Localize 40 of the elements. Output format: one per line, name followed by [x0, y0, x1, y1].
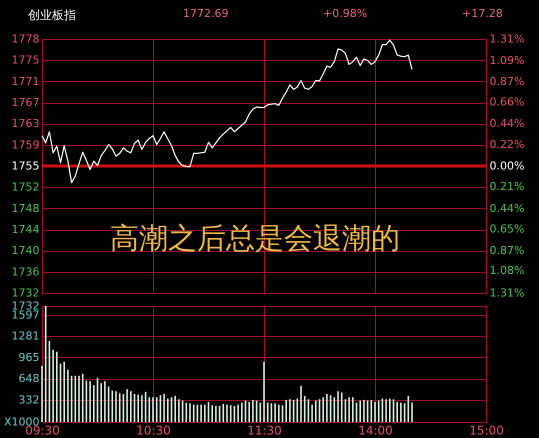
y2-tick-label: 1.31% — [490, 32, 524, 46]
y2-tick-label: 1.31% — [490, 286, 524, 300]
y-tick-label: 1763 — [12, 117, 40, 130]
y-tick-label: 1740 — [12, 244, 40, 258]
y-tick-label: 1281 — [12, 330, 40, 343]
y-tick-label: 1759 — [12, 138, 40, 152]
chart-title: 创业板指 — [28, 7, 76, 24]
y2-tick-label: 1.09% — [490, 54, 524, 67]
y-tick-label: 1732 — [12, 286, 40, 300]
y-tick-label: 1744 — [12, 223, 40, 236]
y-tick-label: 1775 — [12, 54, 40, 67]
y2-tick-label: 0.66% — [490, 96, 524, 109]
y2-tick-label: 0.44% — [490, 202, 524, 216]
y2-tick-label: 0.87% — [490, 75, 524, 88]
y-tick-label: 332 — [18, 393, 40, 406]
y-tick-label: 1748 — [12, 202, 40, 215]
y-tick-label: 1736 — [12, 265, 40, 278]
x-tick-label: 14:00 — [358, 424, 393, 438]
y2-tick-label: 1.08% — [490, 264, 524, 278]
y-tick-label: 1767 — [12, 96, 40, 109]
x-tick-label: 11:30 — [247, 424, 282, 438]
text: 1772.69 — [183, 7, 228, 20]
y2-tick-label: 0.44% — [490, 116, 524, 130]
text: +0.98% — [323, 7, 368, 20]
y-tick-label: 648 — [18, 372, 40, 386]
y2-tick-label: 0.22% — [490, 138, 524, 152]
y-tick-label: 1778 — [12, 32, 40, 46]
x-tick-label: 15:00 — [469, 424, 504, 438]
y-tick-label: 1752 — [12, 180, 40, 194]
y-tick-label: 1771 — [12, 74, 40, 88]
text: +17.28 — [462, 7, 503, 20]
y2-tick-label: 0.00% — [490, 160, 524, 172]
y-tick-label: 1755 — [12, 160, 40, 172]
y2-tick-label: 0.21% — [490, 180, 524, 193]
x-tick-label: 10:30 — [136, 424, 171, 438]
y-tick-label: 1597 — [12, 308, 40, 322]
y-tick-label: 965 — [18, 350, 40, 364]
y2-tick-label: 0.87% — [490, 244, 524, 257]
y2-tick-label: 0.65% — [490, 222, 524, 236]
line-series — [41, 40, 413, 184]
